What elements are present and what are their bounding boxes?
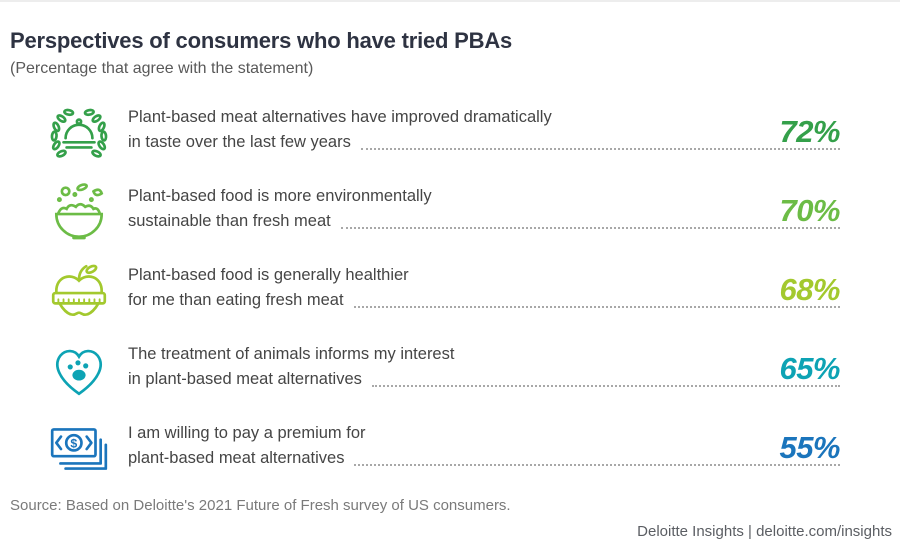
stat-row-health: Plant-based food is generally healthier … (46, 258, 840, 325)
statement-line-1: Plant-based food is generally healthier (128, 266, 409, 284)
stat-value: 70% (779, 193, 840, 228)
apple-tape-measure-icon (46, 258, 112, 324)
svg-text:$: $ (70, 436, 77, 450)
statement: Plant-based food is generally healthier … (128, 258, 840, 313)
statement-line-1: Plant-based food is more environmentally (128, 187, 432, 205)
stat-value: 65% (779, 351, 840, 386)
stat-row-animal-welfare: The treatment of animals informs my inte… (46, 337, 840, 404)
statement: I am willing to pay a premium for plant-… (128, 416, 840, 471)
page-title: Perspectives of consumers who have tried… (10, 28, 513, 53)
dotted-leader (354, 446, 840, 466)
statement-line-2: for me than eating fresh meat (128, 291, 344, 309)
dotted-leader (360, 130, 840, 150)
page-subtitle: (Percentage that agree with the statemen… (10, 60, 314, 77)
stat-row-premium: $ I am willing to pay a premium for plan… (46, 416, 840, 483)
stat-value: 72% (779, 114, 840, 149)
stat-value: 55% (779, 430, 840, 465)
stat-value: 68% (779, 272, 840, 307)
statement-line-2: in taste over the last few years (128, 133, 351, 151)
statement-line-2: in plant-based meat alternatives (128, 370, 362, 388)
statement: Plant-based meat alternatives have impro… (128, 100, 840, 155)
top-divider (0, 0, 900, 2)
dotted-leader (371, 367, 840, 387)
brand-attribution: Deloitte Insights | deloitte.com/insight… (637, 523, 892, 540)
statement-line-1: I am willing to pay a premium for (128, 424, 366, 442)
statement: The treatment of animals informs my inte… (128, 337, 840, 392)
source-note: Source: Based on Deloitte's 2021 Future … (10, 497, 511, 514)
stat-row-taste: Plant-based meat alternatives have impro… (46, 100, 840, 167)
laurel-wreath-cloche-icon (46, 100, 112, 166)
money-banknotes-icon: $ (46, 416, 112, 482)
heart-paw-icon (46, 337, 112, 403)
dotted-leader (353, 288, 840, 308)
stat-rows: Plant-based meat alternatives have impro… (8, 100, 892, 483)
dotted-leader (340, 209, 840, 229)
statement-line-2: plant-based meat alternatives (128, 449, 345, 467)
salad-bowl-icon (46, 179, 112, 245)
statement-line-1: The treatment of animals informs my inte… (128, 345, 455, 363)
statement-line-2: sustainable than fresh meat (128, 212, 331, 230)
stat-row-environment: Plant-based food is more environmentally… (46, 179, 840, 246)
footer: Source: Based on Deloitte's 2021 Future … (8, 497, 892, 540)
statement-line-1: Plant-based meat alternatives have impro… (128, 108, 552, 126)
statement: Plant-based food is more environmentally… (128, 179, 840, 234)
